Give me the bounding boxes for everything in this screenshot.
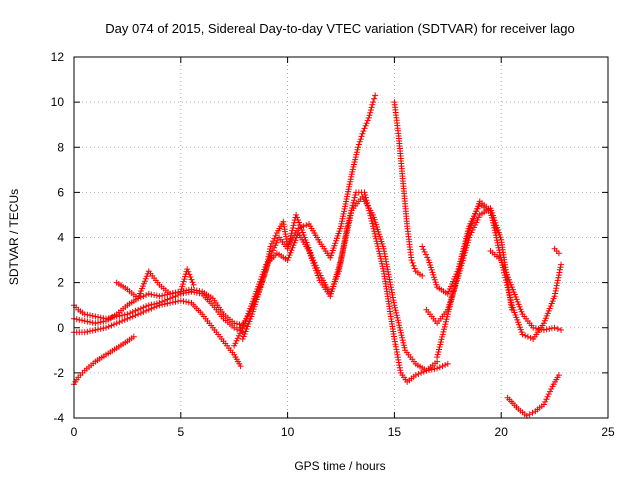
series-trace-h: [239, 189, 451, 385]
axis-ticks: [73, 56, 609, 419]
series-trace-m: [487, 248, 564, 333]
x-tick-label: 10: [281, 425, 295, 439]
x-axis-label: GPS time / hours: [294, 459, 385, 473]
y-tick-label: -2: [53, 366, 64, 380]
y-axis-label: SDTVAR / TECUs: [7, 189, 21, 285]
x-tick-label: 0: [71, 425, 78, 439]
y-tick-label: 2: [57, 276, 64, 290]
tick-labels: 0 5 10 15 20 25 -4 -2 0 2 4 6 8 10 12: [51, 50, 615, 439]
data-points: [71, 92, 564, 419]
series-trace-i: [391, 99, 426, 279]
series-trace-o: [551, 245, 562, 257]
y-tick-label: 10: [51, 95, 65, 109]
data-point-markers: [113, 266, 197, 302]
y-tick-label: -4: [53, 411, 64, 425]
y-tick-label: 6: [57, 185, 64, 199]
x-tick-label: 15: [388, 425, 402, 439]
x-tick-label: 5: [177, 425, 184, 439]
y-tick-label: 4: [57, 231, 64, 245]
y-tick-label: 8: [57, 140, 64, 154]
data-point-markers: [391, 99, 426, 279]
data-point-markers: [504, 372, 562, 419]
x-tick-label: 20: [495, 425, 509, 439]
data-point-markers: [551, 245, 562, 257]
data-point-markers: [239, 189, 451, 385]
series-trace-e: [113, 266, 197, 302]
series-trace-n: [504, 372, 562, 419]
data-point-markers: [487, 248, 564, 333]
y-tick-label: 12: [51, 50, 65, 64]
x-tick-label: 25: [601, 425, 615, 439]
grid-lines: [74, 57, 608, 418]
chart-title: Day 074 of 2015, Sidereal Day-to-day VTE…: [105, 21, 574, 36]
y-tick-label: 0: [57, 321, 64, 335]
